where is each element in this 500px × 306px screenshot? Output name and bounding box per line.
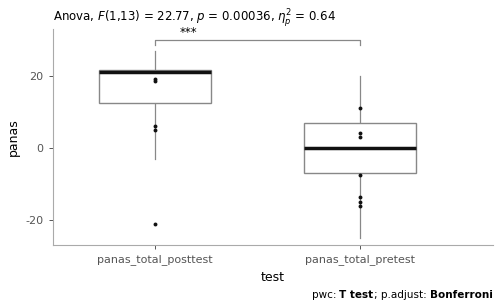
Text: Bonferroni: Bonferroni: [430, 290, 492, 300]
Text: T test: T test: [340, 290, 374, 300]
Bar: [98, 70, 212, 103]
X-axis label: test: test: [261, 271, 285, 284]
Y-axis label: panas: panas: [7, 118, 20, 156]
Text: ; p.adjust:: ; p.adjust:: [374, 290, 430, 300]
Bar: [304, 123, 416, 173]
Text: Anova, $F$(1,13) = 22.77, $p$ = 0.00036, $\eta_p^2$ = 0.64: Anova, $F$(1,13) = 22.77, $p$ = 0.00036,…: [52, 7, 336, 29]
Text: ***: ***: [180, 26, 198, 39]
Text: pwc:: pwc:: [312, 290, 340, 300]
